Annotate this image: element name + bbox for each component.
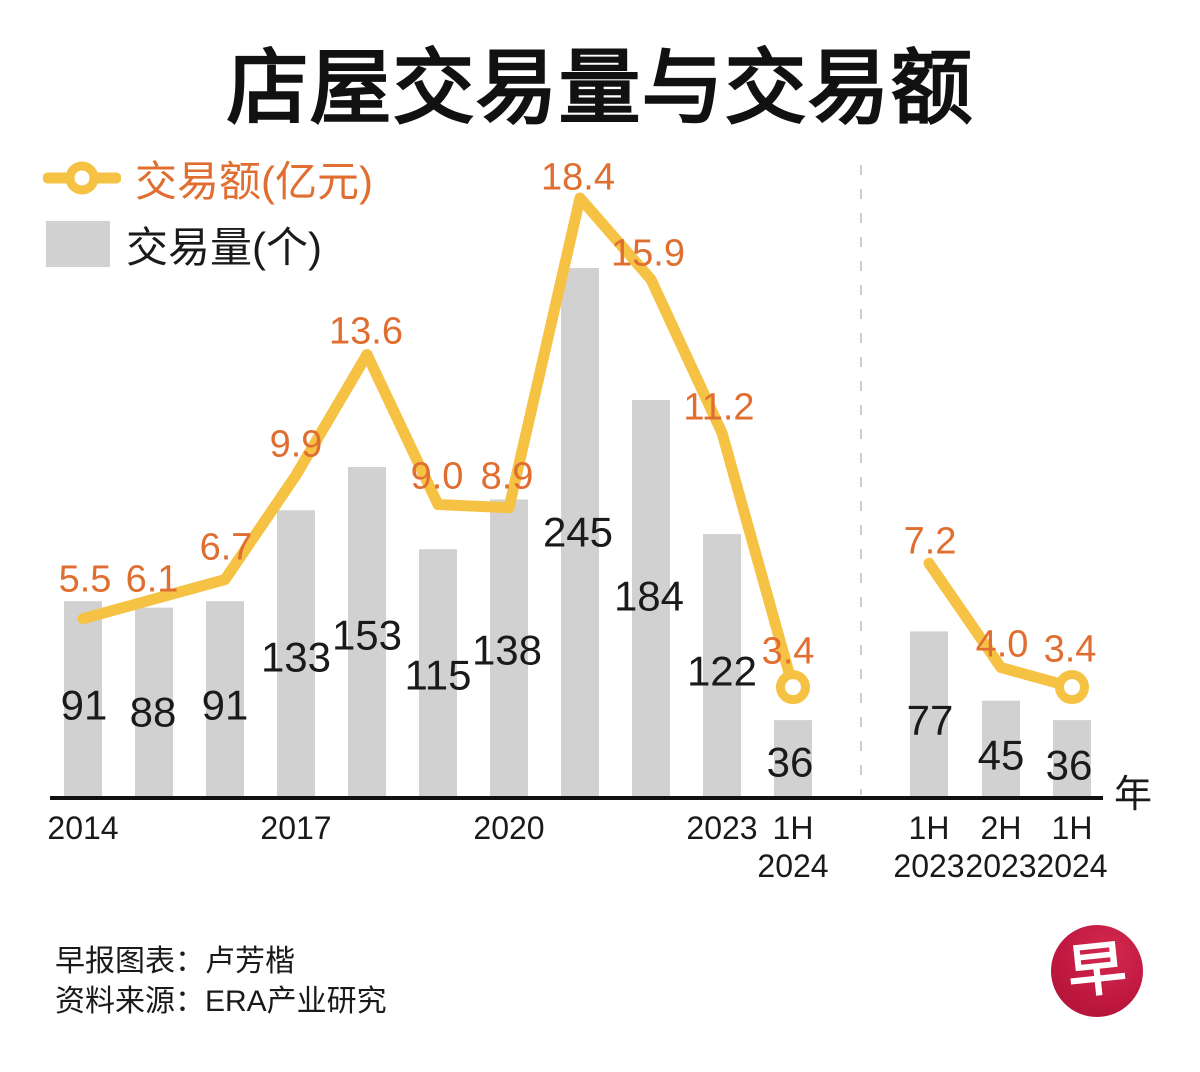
- line-value-label-2015: 6.1: [126, 558, 179, 600]
- line-value-label-2H-2023: 4.0: [976, 623, 1029, 665]
- line-value-label-2014: 5.5: [59, 558, 112, 600]
- bar-value-label-2016: 91: [202, 682, 249, 729]
- line-value-label-2022: 15.9: [611, 232, 685, 274]
- x-tick-2H-2023-line2: 2023: [965, 848, 1036, 884]
- bar-value-label-1H-2024: 36: [1046, 742, 1093, 789]
- bar-value-label-2015: 88: [130, 689, 177, 736]
- bar-value-label-2020: 138: [472, 627, 542, 674]
- footer-credit: 早报图表：卢芳楷: [55, 945, 295, 978]
- zaobao-logo-glyph: 早: [1064, 935, 1130, 1006]
- bar-2017: [277, 510, 315, 798]
- bar-value-label-2019: 115: [405, 652, 472, 699]
- legend: 交易额(亿元) 交易量(个): [43, 150, 373, 272]
- x-tick-1H-2024-line1: 1H: [773, 810, 814, 846]
- bar-value-label-2022: 184: [614, 573, 684, 620]
- x-tick-2017: 2017: [260, 810, 331, 846]
- bar-2020: [490, 499, 528, 798]
- bar-2015: [135, 607, 173, 798]
- chart-title: 店屋交易量与交易额: [226, 43, 974, 134]
- legend-label-transaction-volume: 交易量(个): [126, 223, 322, 271]
- line-value-label-2018: 13.6: [329, 310, 403, 352]
- x-tick-1H-2024-line1: 1H: [1052, 810, 1093, 846]
- x-axis-unit-label: 年: [1114, 774, 1152, 816]
- legend-item-transaction-value: 交易额(亿元): [43, 150, 373, 206]
- line-value-label-2019: 9.0: [411, 455, 464, 497]
- footer-source: 资料来源：ERA产业研究: [55, 985, 387, 1018]
- x-tick-1H-2024-line2: 2024: [1036, 848, 1107, 884]
- line-end-marker-annual: [776, 670, 810, 705]
- x-tick-1H-2023-line2: 2023: [893, 848, 964, 884]
- bar-1H-2023: [910, 631, 948, 798]
- x-tick-1H-2024-line2: 2024: [757, 848, 828, 884]
- x-tick-2020: 2020: [473, 810, 544, 846]
- bar-value-label-1H-2024: 36: [767, 739, 814, 786]
- bar-2022: [632, 399, 670, 798]
- bar-2019: [419, 549, 457, 798]
- transaction-value-line-annual: [77, 192, 799, 693]
- bar-2023: [703, 534, 741, 798]
- footer: 早报图表：卢芳楷 资料来源：ERA产业研究: [55, 942, 387, 1022]
- legend-item-transaction-volume: 交易量(个): [43, 216, 373, 272]
- x-tick-2H-2023-line1: 2H: [981, 810, 1022, 846]
- x-tick-2023: 2023: [686, 810, 757, 846]
- bar-value-label-2017: 133: [261, 634, 331, 681]
- line-value-label-1H-2024: 3.4: [1044, 628, 1097, 670]
- bar-value-label-2023: 122: [687, 648, 757, 695]
- bar-value-label-2021: 245: [543, 509, 613, 556]
- bar-value-label-2H-2023: 45: [978, 732, 1025, 779]
- bar-value-label-2014: 91: [61, 682, 108, 729]
- transaction-value-line-half-year: [923, 557, 1078, 693]
- legend-label-transaction-value: 交易额(亿元): [135, 157, 373, 205]
- x-tick-2014: 2014: [47, 810, 118, 846]
- zaobao-logo: 早: [1051, 925, 1143, 1017]
- line-value-label-2021: 18.4: [541, 156, 615, 198]
- bar-value-label-2018: 153: [332, 612, 402, 659]
- bar-2H-2023: [982, 700, 1020, 798]
- line-end-marker-half-year: [1055, 670, 1089, 705]
- line-value-label-2017: 9.9: [270, 423, 323, 465]
- bar-2016: [206, 601, 244, 798]
- bar-1H-2024: [1053, 720, 1091, 798]
- bar-2018: [348, 467, 386, 798]
- bar-1H-2024: [774, 720, 812, 798]
- bar-series-legend-swatch: [46, 221, 110, 267]
- x-axis-line: [50, 796, 1103, 800]
- line-value-label-2023: 11.2: [683, 386, 754, 428]
- line-value-label-1H-2024: 3.4: [762, 630, 815, 672]
- bar-2014: [64, 601, 102, 798]
- bar-value-label-1H-2023: 77: [907, 697, 954, 744]
- line-value-label-2020: 8.9: [481, 455, 534, 497]
- x-tick-1H-2023-line1: 1H: [909, 810, 950, 846]
- bar-2021: [561, 268, 599, 798]
- line-value-label-2016: 6.7: [200, 526, 253, 568]
- line-value-label-1H-2023: 7.2: [904, 520, 957, 562]
- line-series-legend-marker: [43, 161, 121, 195]
